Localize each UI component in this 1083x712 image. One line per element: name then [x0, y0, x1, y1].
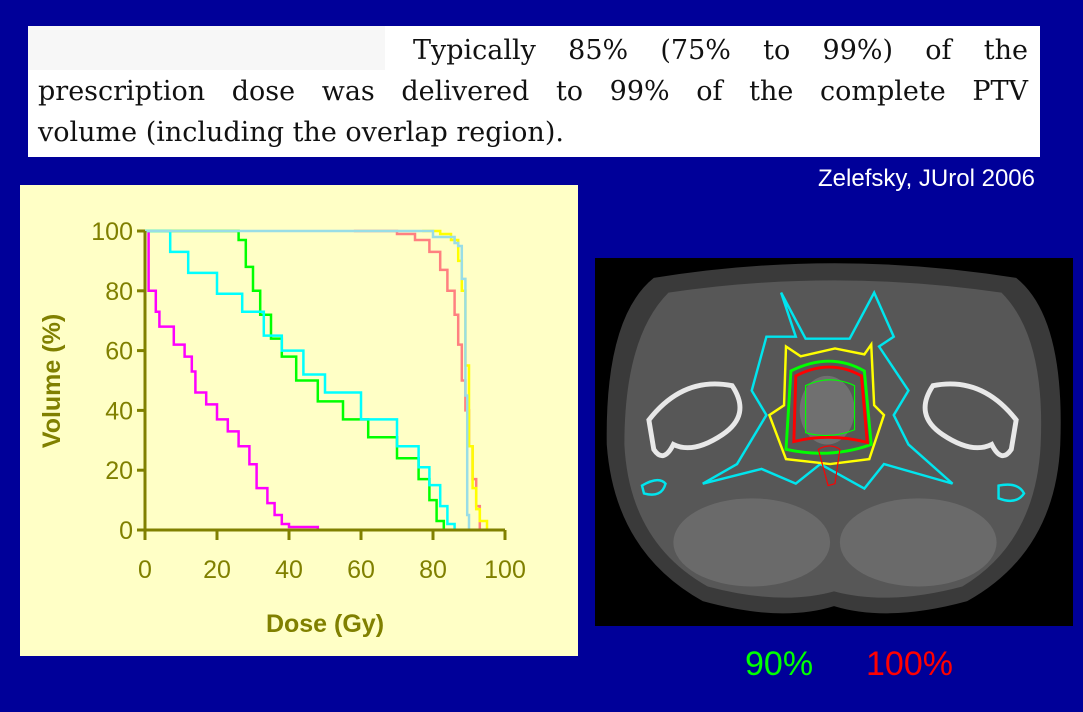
dvh-chart-panel: 0 20 40 60 80 100 0 20 40 60 80 100 Dose (Gy) Volum…	[20, 185, 578, 656]
x-tick-label: 20	[203, 556, 231, 584]
x-axis-label: Dose (Gy)	[266, 610, 384, 638]
y-tick-label: 80	[105, 278, 133, 306]
isodose-100-label: 100%	[866, 645, 953, 683]
series-line-green	[145, 229, 446, 530]
quote-box: Typically 85% (75% to 99%) of the prescr…	[28, 26, 1040, 157]
x-tick-label: 40	[275, 556, 303, 584]
y-axis-label: Volume (%)	[38, 314, 66, 448]
isodose-90-label: 90%	[745, 645, 814, 683]
x-tick-label: 100	[484, 556, 526, 584]
redacted-area	[28, 26, 385, 70]
x-tick-label: 0	[138, 556, 152, 584]
y-tick-label: 40	[105, 397, 133, 425]
y-tick-label: 0	[119, 517, 133, 545]
ct-isodose-image	[606, 263, 1061, 614]
y-tick-label: 60	[105, 338, 133, 366]
series-line-light-blue	[145, 229, 487, 532]
x-tick-label: 60	[347, 556, 375, 584]
x-tick-label: 80	[419, 556, 447, 584]
quote-line-3: volume (including the overlap region).	[38, 117, 564, 148]
quote-line-1: Typically 85% (75% to 99%) of the	[413, 35, 1028, 66]
quote-text: Typically 85% (75% to 99%) of the prescr…	[38, 30, 1028, 153]
y-tick-label: 100	[91, 218, 133, 246]
dvh-chart: 0 20 40 60 80 100 0 20 40 60 80 100 Dose (Gy) Volum…	[38, 218, 526, 638]
series-line-cyan	[145, 229, 456, 530]
y-tick-label: 20	[105, 457, 133, 485]
ct-scan-image	[595, 258, 1073, 626]
series-layer	[145, 229, 489, 532]
citation: Zelefsky, JUrol 2006	[818, 165, 1035, 192]
axes-layer: 0 20 40 60 80 100 0 20 40 60 80 100	[91, 218, 526, 584]
quote-line-2: prescription dose was delivered to 99% o…	[38, 76, 1028, 107]
series-line-magenta	[147, 231, 469, 532]
